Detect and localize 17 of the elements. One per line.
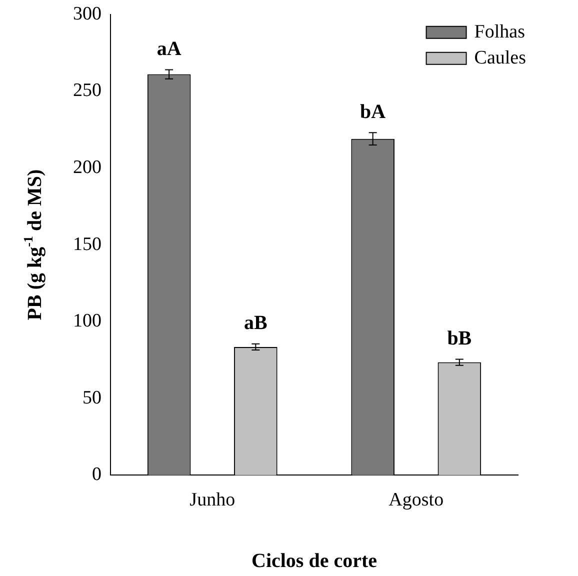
annotation: aA bbox=[156, 38, 182, 60]
y-tick-label: 150 bbox=[73, 234, 102, 255]
y-tick-label: 0 bbox=[92, 464, 102, 486]
y-tick-label: 300 bbox=[73, 3, 102, 24]
y-tick-label: 50 bbox=[82, 387, 102, 408]
y-tick-label: 250 bbox=[73, 80, 102, 102]
legend-label: Caules bbox=[474, 47, 526, 68]
annotation: bA bbox=[360, 100, 386, 123]
y-tick-label: 100 bbox=[73, 310, 102, 332]
y-axis-title: PB (g kg-1 de MS) bbox=[20, 169, 46, 320]
x-axis-title: Ciclos de corte bbox=[251, 550, 378, 572]
annotation: bB bbox=[447, 327, 472, 350]
x-tick-label: Agosto bbox=[388, 490, 444, 511]
x-tick-label: Junho bbox=[190, 490, 236, 511]
y-tick-label: 200 bbox=[73, 156, 102, 178]
legend-label: Folhas bbox=[474, 21, 525, 42]
annotation: aB bbox=[244, 312, 268, 334]
